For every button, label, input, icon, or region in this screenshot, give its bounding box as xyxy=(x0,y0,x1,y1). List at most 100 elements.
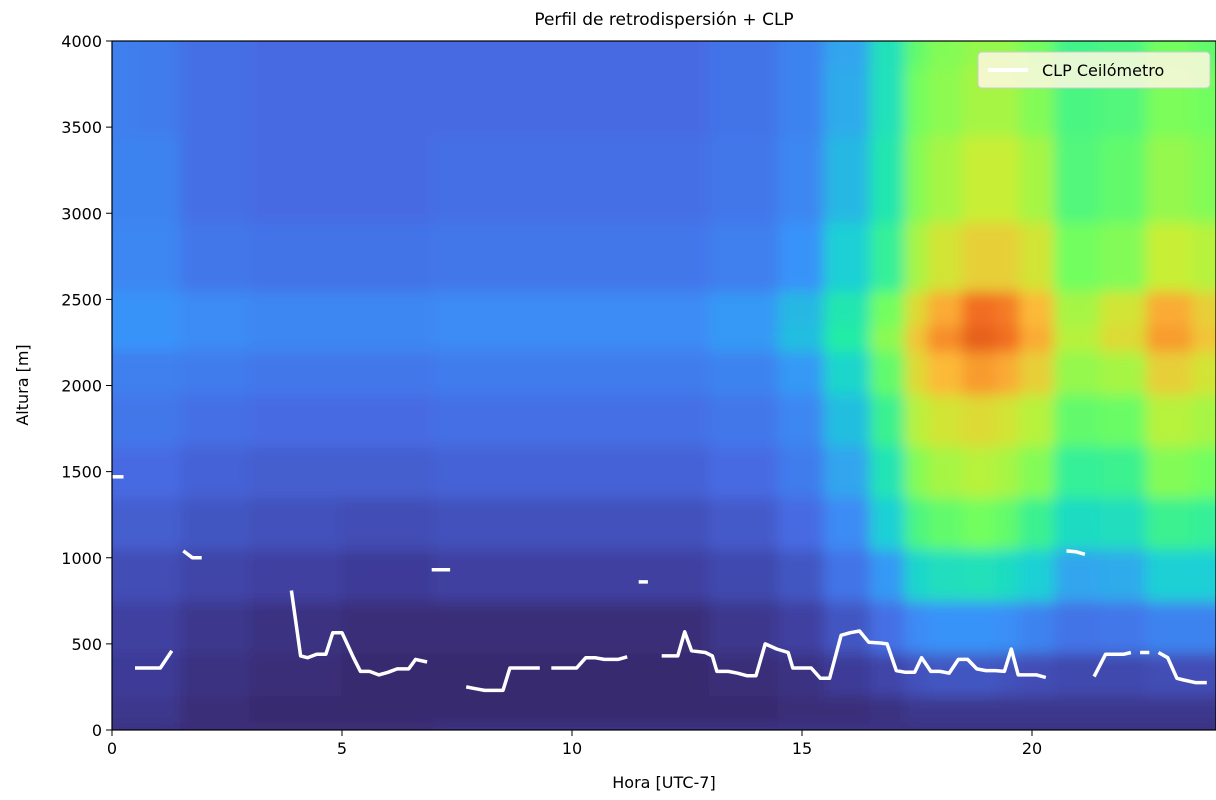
heatmap-cell xyxy=(112,41,136,68)
heatmap-cell xyxy=(1019,444,1056,499)
heatmap-cell xyxy=(433,720,527,730)
heatmap-cell xyxy=(1100,134,1148,223)
heatmap-cell xyxy=(1019,134,1056,223)
heatmap-cell xyxy=(1192,496,1216,551)
clp-series xyxy=(112,475,1207,693)
heatmap-cell xyxy=(824,599,872,654)
heatmap-cell xyxy=(1146,324,1194,353)
heatmap-cell xyxy=(180,599,251,654)
heatmap-cell xyxy=(1100,393,1148,447)
heatmap-cell xyxy=(525,134,619,223)
heatmap-cell xyxy=(134,651,182,697)
heatmap-cell xyxy=(1100,289,1148,327)
heatmap-cell xyxy=(134,134,182,223)
heatmap-cell xyxy=(962,599,999,654)
heatmap-cell xyxy=(180,393,251,447)
heatmap-cell xyxy=(1100,496,1148,551)
heatmap-cell xyxy=(870,496,907,551)
chart-title: Perfil de retrodispersión + CLP xyxy=(534,10,793,30)
x-tick-label: 15 xyxy=(792,739,812,758)
heatmap-cell xyxy=(870,65,907,137)
heatmap-cell xyxy=(180,65,251,137)
heatmap-cell xyxy=(1192,548,1216,602)
heatmap-cell xyxy=(962,289,999,327)
heatmap-cell xyxy=(112,694,136,723)
heatmap-cell xyxy=(927,41,964,68)
heatmap-cell xyxy=(1146,694,1194,723)
x-tick-label: 0 xyxy=(107,739,117,758)
heatmap-cell xyxy=(1192,393,1216,447)
heatmap-cell xyxy=(134,548,182,602)
heatmap-cell xyxy=(1192,694,1216,723)
heatmap-cell xyxy=(617,444,711,499)
heatmap-cell xyxy=(525,393,619,447)
heatmap-cell xyxy=(709,496,780,551)
heatmap-cell xyxy=(778,694,826,723)
heatmap-cell xyxy=(433,41,527,68)
heatmap-cell xyxy=(870,41,907,68)
heatmap-cell xyxy=(134,350,182,396)
heatmap-cell xyxy=(1192,134,1216,223)
heatmap-cell xyxy=(249,324,343,353)
heatmap-cell xyxy=(341,324,435,353)
heatmap-cell xyxy=(870,694,907,723)
heatmap-cell xyxy=(709,350,780,396)
legend-box xyxy=(977,51,1211,89)
heatmap-cell xyxy=(870,134,907,223)
y-tick-label: 500 xyxy=(71,635,102,654)
heatmap-cell xyxy=(778,548,826,602)
heatmap-cell xyxy=(341,393,435,447)
heatmap-cell xyxy=(617,694,711,723)
heatmap-cell xyxy=(617,350,711,396)
heatmap-cell xyxy=(996,134,1022,223)
heatmap-cell xyxy=(341,720,435,730)
heatmap-cell xyxy=(870,220,907,292)
heatmap-cell xyxy=(824,289,872,327)
heatmap-cell xyxy=(249,444,343,499)
clp-segment xyxy=(551,655,628,670)
heatmap-cell xyxy=(927,289,964,327)
heatmap-cell xyxy=(1054,393,1102,447)
heatmap-cell xyxy=(1192,444,1216,499)
heatmap-cell xyxy=(824,65,872,137)
heatmap-cell xyxy=(1146,134,1194,223)
heatmap-cell xyxy=(433,548,527,602)
heatmap-cell xyxy=(1019,220,1056,292)
heatmap-cell xyxy=(824,496,872,551)
heatmap-cell xyxy=(617,41,711,68)
heatmap-cell xyxy=(1019,393,1056,447)
heatmap-cell xyxy=(341,694,435,723)
heatmap-cell xyxy=(778,65,826,137)
heatmap-cell xyxy=(617,134,711,223)
heatmap-cell xyxy=(1146,720,1194,730)
heatmap-cell xyxy=(433,220,527,292)
heatmap-cell xyxy=(962,393,999,447)
heatmap-cell xyxy=(1192,599,1216,654)
heatmap-cell xyxy=(433,65,527,137)
heatmap-cell xyxy=(433,444,527,499)
heatmap-cell xyxy=(996,289,1022,327)
heatmap-cell xyxy=(904,65,930,137)
heatmap-cell xyxy=(617,720,711,730)
heatmap-cell xyxy=(1054,220,1102,292)
heatmap-cell xyxy=(870,720,907,730)
heatmap-cell xyxy=(1100,599,1148,654)
heatmap-cell xyxy=(927,393,964,447)
heatmap-cell xyxy=(180,496,251,551)
heatmap-cell xyxy=(180,220,251,292)
heatmap-cell xyxy=(962,134,999,223)
clp-segment xyxy=(289,590,428,677)
heatmap-cell xyxy=(996,720,1022,730)
heatmap-cell xyxy=(249,350,343,396)
clp-segment xyxy=(1092,650,1132,678)
heatmap-cell xyxy=(112,393,136,447)
heatmap-cell xyxy=(996,548,1022,602)
heatmap-cell xyxy=(904,393,930,447)
heatmap-cell xyxy=(180,720,251,730)
heatmap-cell xyxy=(1054,694,1102,723)
heatmap-cell xyxy=(112,220,136,292)
heatmap-cell xyxy=(112,720,136,730)
heatmap-cell xyxy=(617,393,711,447)
heatmap-cell xyxy=(134,444,182,499)
